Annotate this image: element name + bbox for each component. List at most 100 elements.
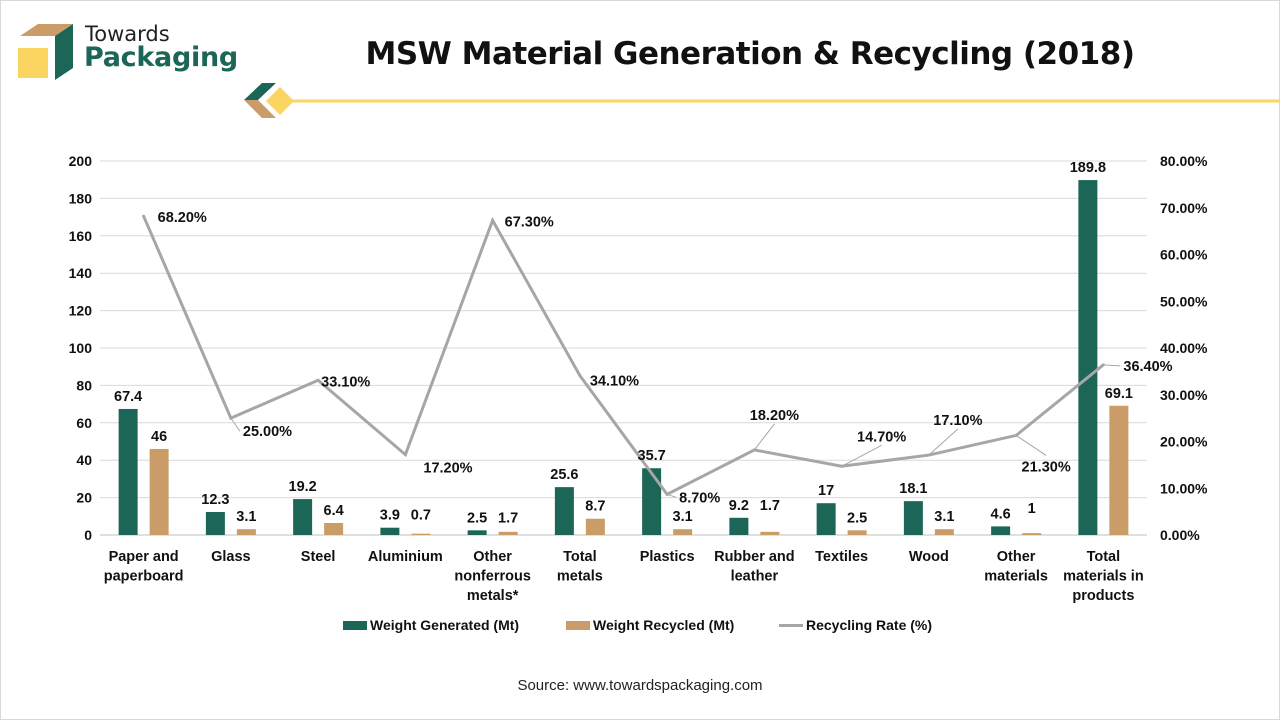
bar-recycled — [673, 529, 693, 535]
y-left-tick-label: 140 — [69, 265, 93, 281]
y-right-tick-label: 60.00% — [1160, 247, 1208, 263]
bar-recycled — [585, 518, 605, 535]
x-tick-label: Aluminium — [368, 549, 443, 565]
x-tick-label: metals — [557, 569, 603, 585]
leader-line — [230, 417, 241, 432]
data-label-recycled: 1.7 — [760, 498, 780, 514]
line-recycling-rate — [142, 215, 1105, 497]
y-left-tick-label: 180 — [69, 190, 93, 206]
data-label-recycled: 2.5 — [847, 510, 867, 526]
bar-recycled — [236, 529, 256, 535]
y-left-tick-label: 100 — [69, 340, 93, 356]
brand-line-1: Towards — [85, 22, 170, 46]
x-tick-label: Other — [473, 549, 512, 565]
legend-swatch-generated — [343, 620, 367, 630]
line-point — [142, 214, 146, 218]
data-label-recycled: 69.1 — [1105, 386, 1133, 402]
data-label-rate: 68.20% — [158, 210, 207, 226]
data-label-rate: 34.10% — [590, 374, 639, 390]
data-label-generated: 9.2 — [729, 498, 749, 514]
line-point — [578, 374, 582, 378]
y-left-tick-label: 120 — [69, 303, 93, 319]
data-label-generated: 189.8 — [1070, 160, 1106, 176]
y-left-tick-label: 40 — [76, 452, 92, 468]
legend-item-rate[interactable]: Recycling Rate (%) — [779, 617, 932, 633]
bar-generated — [1078, 180, 1098, 535]
line-point — [403, 453, 407, 457]
leader-line — [666, 493, 677, 498]
y-left-tick-label: 200 — [69, 153, 93, 169]
bar-generated — [554, 487, 574, 535]
bar-recycled — [1022, 533, 1042, 535]
data-label-rate: 25.00% — [243, 424, 292, 440]
legend-label-generated: Weight Generated (Mt) — [370, 617, 520, 633]
bar-generated — [816, 503, 836, 535]
bar-generated — [380, 527, 400, 535]
data-label-recycled: 6.4 — [324, 503, 344, 519]
y-right-tick-label: 0.00% — [1160, 527, 1200, 543]
x-tick-label: Wood — [909, 549, 949, 565]
data-label-rate: 8.70% — [679, 490, 720, 506]
bar-generated — [903, 501, 923, 535]
x-tick-label: paperboard — [104, 569, 184, 585]
data-label-generated: 12.3 — [201, 492, 229, 508]
y-right-tick-label: 50.00% — [1160, 293, 1208, 309]
leader-line — [928, 428, 959, 456]
x-tick-label: Glass — [211, 549, 251, 565]
x-tick-label: materials in — [1063, 569, 1144, 585]
legend: Weight Generated (Mt) Weight Recycled (M… — [0, 617, 1280, 637]
source-note: Source: www.towardspackaging.com — [517, 677, 763, 694]
bar-generated — [729, 517, 749, 535]
leader-line — [1103, 364, 1121, 367]
bar-generated — [467, 530, 487, 535]
brand-line-2: Packaging — [84, 42, 238, 73]
line-layer — [142, 214, 1121, 498]
y-right-tick-label: 80.00% — [1160, 153, 1208, 169]
data-label-rate: 17.20% — [423, 461, 472, 477]
bar-recycled — [149, 448, 169, 535]
y-left-tick-label: 160 — [69, 228, 93, 244]
data-label-generated: 3.9 — [380, 508, 400, 524]
data-label-recycled: 1.7 — [498, 510, 518, 526]
bar-layer — [118, 180, 1129, 535]
leader-line — [753, 423, 775, 451]
x-tick-label: materials — [984, 569, 1048, 585]
line-point — [316, 378, 320, 382]
x-tick-label: Other — [997, 549, 1036, 565]
data-label-rate: 18.20% — [750, 408, 799, 424]
x-tick-label: products — [1072, 588, 1134, 604]
bar-generated — [205, 511, 225, 535]
data-label-recycled: 46 — [151, 429, 167, 445]
leader-line — [1015, 435, 1047, 456]
x-tick-label: nonferrous — [454, 569, 531, 585]
data-label-generated: 18.1 — [899, 481, 927, 497]
data-label-rate: 67.30% — [505, 214, 554, 230]
bar-recycled — [934, 529, 954, 535]
bar-recycled — [324, 523, 344, 535]
x-tick-label: Textiles — [815, 549, 868, 565]
data-label-generated: 35.7 — [638, 448, 666, 464]
data-label-rate: 14.70% — [857, 429, 906, 445]
legend-label-rate: Recycling Rate (%) — [806, 617, 933, 633]
legend-item-generated[interactable]: Weight Generated (Mt) — [343, 617, 519, 633]
y-right-tick-label: 70.00% — [1160, 200, 1208, 216]
y-left-tick-label: 80 — [76, 377, 92, 393]
line-point — [491, 218, 495, 222]
data-label-generated: 25.6 — [550, 467, 578, 483]
x-tick-label: metals* — [467, 588, 519, 604]
y-right-tick-label: 10.00% — [1160, 480, 1208, 496]
bar-recycled — [498, 531, 518, 535]
data-label-generated: 4.6 — [991, 506, 1011, 522]
data-label-recycled: 3.1 — [673, 509, 693, 525]
y-right-tick-label: 20.00% — [1160, 434, 1208, 450]
label-layer: 67.412.319.23.9 2.525.635.79.217 18.14.618… — [114, 160, 1173, 526]
decorative-divider-icon — [244, 83, 1280, 118]
x-tick-label: Rubber and — [714, 549, 795, 565]
data-label-rate: 33.10% — [321, 374, 370, 390]
grid-layer — [100, 160, 1147, 536]
data-label-recycled: 3.1 — [934, 509, 954, 525]
legend-item-recycled[interactable]: Weight Recycled (Mt) — [566, 617, 734, 633]
data-label-rate: 21.30% — [1022, 459, 1071, 475]
legend-swatch-rate — [779, 623, 803, 627]
